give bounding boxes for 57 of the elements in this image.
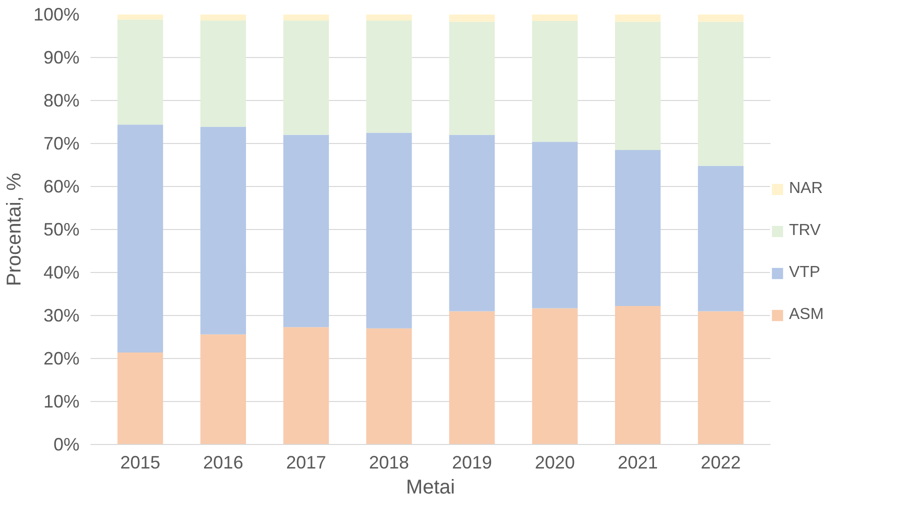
bar <box>449 311 495 444</box>
bar <box>698 22 744 166</box>
bar <box>532 20 578 142</box>
bar <box>283 327 329 444</box>
y-tick-label: 70% <box>43 134 80 154</box>
y-tick-label: 30% <box>43 306 80 326</box>
bar <box>449 22 495 135</box>
y-tick-label: 100% <box>33 4 80 24</box>
bar <box>117 124 164 352</box>
x-tick-label: 2017 <box>286 452 326 472</box>
y-tick-label: 80% <box>43 90 80 110</box>
x-tick-label: 2020 <box>534 452 575 472</box>
bar <box>200 20 246 127</box>
y-tick-label: 50% <box>43 220 80 240</box>
bar <box>283 20 329 135</box>
bar <box>698 166 744 312</box>
x-axis-title: Metai <box>406 476 455 498</box>
bar <box>366 20 412 133</box>
x-tick-label: 2019 <box>452 452 492 472</box>
x-tick-label: 2018 <box>369 452 410 472</box>
legend-label: NAR <box>789 180 823 198</box>
legend-label: ASM <box>789 306 824 324</box>
bar <box>698 311 744 444</box>
bar <box>283 134 329 328</box>
y-tick-label: 0% <box>53 434 80 454</box>
x-tick-label: 2016 <box>203 452 244 472</box>
y-tick-label: 90% <box>43 48 80 68</box>
bar <box>117 14 164 20</box>
bar <box>200 126 246 334</box>
y-axis-title: Procentai, % <box>3 172 26 286</box>
bar <box>532 308 578 444</box>
x-tick-label: 2022 <box>700 452 741 472</box>
bar <box>283 14 329 21</box>
x-tick-label: 2021 <box>618 452 658 472</box>
x-tick-label: 2015 <box>120 452 160 472</box>
bar <box>615 22 661 150</box>
y-tick-label: 20% <box>43 348 80 368</box>
y-tick-label: 10% <box>43 392 80 412</box>
bar <box>117 20 164 125</box>
bar <box>366 14 412 21</box>
bar <box>615 306 661 444</box>
bar <box>532 14 578 21</box>
bar <box>449 134 495 312</box>
legend-label: TRV <box>789 222 821 240</box>
bar <box>366 132 412 328</box>
y-tick-label: 60% <box>43 176 80 196</box>
bar <box>615 150 661 306</box>
bar <box>366 328 412 444</box>
legend-label: VTP <box>789 264 820 282</box>
bar <box>698 14 744 22</box>
y-tick-label: 40% <box>43 262 80 282</box>
bar <box>532 142 578 308</box>
bar <box>449 14 495 22</box>
bar <box>615 14 661 22</box>
bar <box>200 334 246 444</box>
bar <box>200 14 246 21</box>
bar <box>117 352 164 444</box>
